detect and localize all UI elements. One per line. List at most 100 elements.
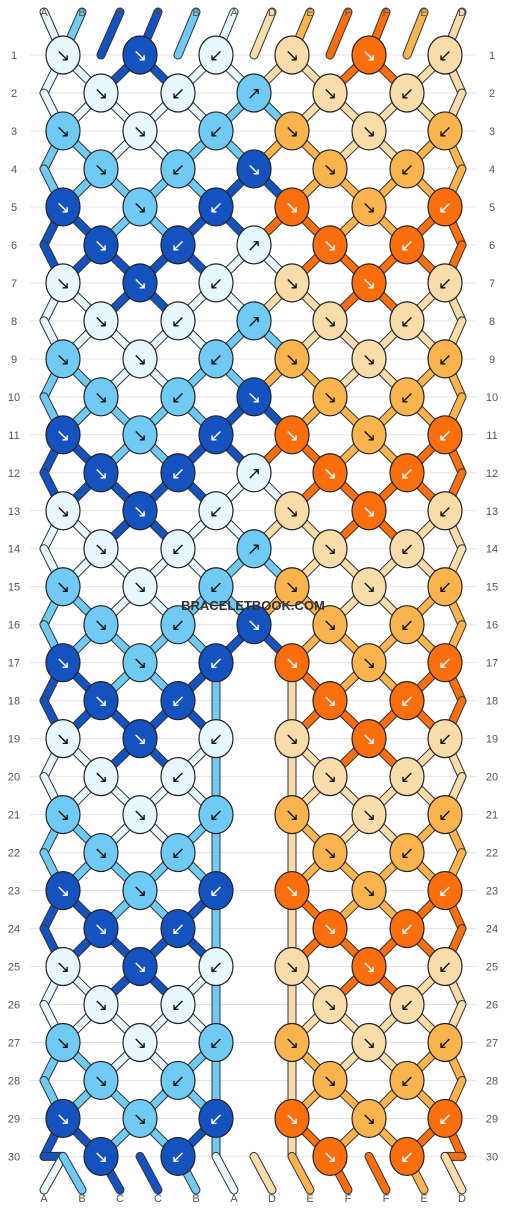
bottom-tail	[365, 1152, 390, 1194]
knot-oval	[389, 453, 425, 493]
top-tail	[403, 8, 428, 59]
knot-oval	[83, 984, 119, 1025]
knot-oval	[198, 643, 234, 683]
knot-oval	[236, 73, 272, 113]
knot-oval	[351, 1098, 387, 1139]
knot-oval	[389, 984, 425, 1025]
knot-oval	[312, 681, 348, 721]
knot: ↙	[160, 453, 196, 493]
knot: ↙	[198, 1098, 234, 1139]
watermark-text: BRACELETBOOK.COM	[181, 598, 325, 613]
knot-arrow-icon: ↘	[133, 274, 147, 294]
knot-oval	[160, 225, 196, 265]
knot-oval	[198, 794, 234, 835]
knot-oval	[351, 35, 387, 75]
knot-arrow-icon: ↘	[133, 502, 147, 522]
top-string-label: F	[345, 7, 352, 19]
row-number-right: 4	[489, 164, 495, 176]
knot: ↘	[83, 1060, 119, 1101]
knot-arrow-icon: ↙	[209, 958, 223, 978]
knot: ↘	[236, 149, 272, 189]
knot-arrow-icon: ↘	[56, 198, 70, 218]
knot-oval	[45, 1022, 81, 1063]
knot: ↘	[312, 832, 348, 873]
knot-arrow-icon: ↙	[209, 46, 223, 66]
knot-oval	[274, 111, 310, 151]
knot: ↙	[389, 984, 425, 1025]
knot: ↘	[45, 1098, 81, 1139]
knot-oval	[236, 225, 272, 265]
knot-arrow-icon: ↘	[323, 540, 337, 560]
knot: ↙	[198, 946, 234, 987]
knot-oval	[427, 263, 463, 303]
knot: ↙	[427, 1022, 463, 1063]
knot-oval	[198, 111, 234, 151]
knot: ↙	[198, 719, 234, 759]
knot: ↘	[274, 35, 310, 75]
knot: ↙	[427, 567, 463, 607]
knot-arrow-icon: ↘	[247, 388, 261, 408]
knot: ↙	[389, 681, 425, 721]
knot-arrow-icon: ↘	[56, 1109, 70, 1129]
knot-arrow-icon: ↘	[362, 198, 376, 218]
knot-oval	[83, 832, 119, 873]
knot-arrow-icon: ↘	[285, 578, 299, 598]
knot-oval	[274, 415, 310, 455]
knot-oval	[427, 111, 463, 151]
knot: ↙	[160, 1136, 196, 1177]
knot-oval	[160, 377, 196, 417]
knot-oval	[122, 794, 158, 835]
knot-oval	[83, 1136, 119, 1177]
knot-oval	[122, 35, 158, 75]
knot: ↘	[45, 263, 81, 303]
knot-arrow-icon: ↘	[323, 768, 337, 788]
knot: ↘	[83, 149, 119, 189]
knot: ↘	[45, 794, 81, 835]
row-number-right: 11	[486, 430, 497, 442]
knot: ↘	[45, 35, 81, 75]
knot: ↙	[427, 491, 463, 531]
knot-arrow-icon: ↘	[323, 996, 337, 1016]
knot-oval	[389, 301, 425, 341]
knot-arrow-icon: ↗	[247, 236, 261, 256]
knot: ↙	[160, 908, 196, 949]
knot-arrow-icon: ↘	[94, 540, 108, 560]
knot-arrow-icon: ↙	[400, 540, 414, 560]
knot-arrow-icon: ↙	[209, 882, 223, 902]
knot-arrow-icon: ↘	[133, 578, 147, 598]
knot-arrow-icon: ↘	[247, 160, 261, 180]
knot-oval	[45, 339, 81, 379]
knot-arrow-icon: ↘	[323, 160, 337, 180]
knot-arrow-icon: ↘	[285, 122, 299, 142]
knot-arrow-icon: ↙	[400, 464, 414, 484]
knot-arrow-icon: ↙	[438, 198, 452, 218]
knot-oval	[351, 870, 387, 911]
row-number-right: 21	[486, 810, 498, 822]
knot-arrow-icon: ↙	[438, 654, 452, 674]
row-number-left: 23	[8, 886, 20, 898]
knot-oval	[351, 643, 387, 683]
row-number-right: 30	[486, 1151, 498, 1163]
knot-arrow-icon: ↘	[362, 46, 376, 66]
knot-arrow-icon: ↘	[56, 502, 70, 522]
string-labels: A B C C B A D E F F E D A B C C B A D E F F E D	[40, 7, 466, 1205]
knot-arrow-icon: ↙	[400, 768, 414, 788]
knot: ↙	[198, 567, 234, 607]
bottom-tail	[40, 1152, 67, 1194]
knot-arrow-icon: ↙	[171, 540, 185, 560]
knot: ↘	[83, 757, 119, 797]
top-string-label: E	[306, 7, 313, 19]
knot-arrow-icon: ↙	[400, 84, 414, 104]
knot: ↘	[122, 719, 158, 759]
knot-arrow-icon: ↙	[171, 768, 185, 788]
knot-oval	[45, 719, 81, 759]
knot-oval	[351, 567, 387, 607]
knot-arrow-icon: ↙	[171, 616, 185, 636]
knot-arrow-icon: ↙	[171, 692, 185, 712]
knot-arrow-icon: ↘	[362, 730, 376, 750]
bottom-string-label: F	[345, 1193, 352, 1205]
knot: ↙	[160, 225, 196, 265]
knot: ↙	[427, 111, 463, 151]
knot-arrow-icon: ↙	[438, 122, 452, 142]
row-number-left: 6	[11, 240, 17, 252]
